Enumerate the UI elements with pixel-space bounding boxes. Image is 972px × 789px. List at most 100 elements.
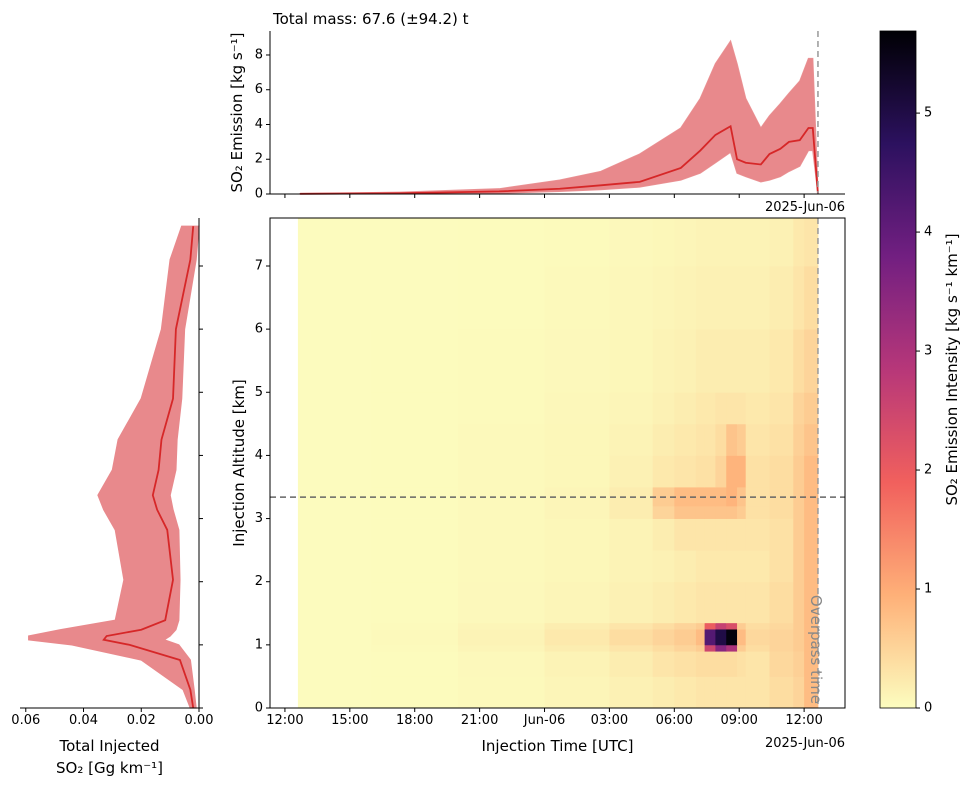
heatmap-cell [737,676,747,709]
x-tick-label: 21:00 [461,713,498,728]
heatmap-cell [804,455,819,488]
heatmap-cell [804,629,819,646]
heatmap-cell [457,423,545,456]
heatmap-cell [726,581,738,624]
heatmap-cell [804,651,819,677]
heatmap-cell [745,550,770,583]
heatmap-cell [609,518,654,551]
x-tick-label: 15:00 [331,713,368,728]
y-tick-label: 6 [255,322,263,337]
heatmap-cell [715,455,727,488]
x-axis-label: Total Injected [58,737,159,755]
heatmap-cell [371,392,459,425]
heatmap-cell [544,644,610,652]
heatmap-cell [704,629,716,646]
heatmap-cell [652,629,675,646]
heatmap-cell [804,581,819,624]
heatmap-cell [704,329,716,393]
heatmap-cell [737,505,747,519]
heatmap-cell [695,644,706,652]
heatmap-cell [609,644,654,652]
heatmap-cell [704,644,716,652]
heatmap-cell [652,218,675,267]
heatmap-cell [804,423,819,456]
heatmap-cell [745,505,770,519]
heatmap-cell [297,265,372,330]
heatmap-cell [674,581,697,624]
heatmap-cell [371,518,459,551]
heatmap-cell [674,518,697,551]
mean-line [300,124,819,195]
heatmap-cell [745,644,770,652]
heatmap-cell [737,265,747,330]
colorbar-tick-label: 0 [924,701,932,716]
heatmap-cell [674,218,697,267]
heatmap-cell [652,518,675,551]
y-axis-label: SO₂ Emission [kg s⁻¹] [228,32,246,192]
colorbar-label: SO₂ Emission Intensity [kg s⁻¹ km⁻¹] [943,233,961,505]
colorbar-tick-label: 1 [924,582,932,597]
heatmap-cell [726,329,738,393]
heatmap-cell [297,218,372,267]
y-tick-label: 8 [255,47,263,62]
heatmap-cell [695,423,706,456]
heatmap-cell [652,676,675,709]
heatmap-cell [695,629,706,646]
heatmap-cell [793,505,805,519]
heatmap-cell [769,505,794,519]
heatmap-cell [297,329,372,393]
heatmap-cell [804,329,819,393]
heatmap-cell [793,644,805,652]
heatmap-cell [726,644,738,652]
heatmap-cell [715,644,727,652]
heatmap-cell [704,518,716,551]
heatmap-cell [793,676,805,709]
heatmap-cell [544,622,610,630]
y-axis-label: Injection Altitude [km] [230,379,248,546]
heatmap-cell [793,486,805,507]
heatmap-cell [737,622,747,630]
heatmap-cell [726,622,738,630]
heatmap-cell [544,581,610,624]
heatmap-cell [745,265,770,330]
heatmap-cell [371,329,459,393]
heatmap-cell [715,581,727,624]
heatmap-cell [457,518,545,551]
heatmap-cell [544,518,610,551]
heatmap-cell [371,644,459,652]
heatmap-cell [737,218,747,267]
heatmap-cell [769,518,794,551]
heatmap-cell [745,329,770,393]
heatmap-cell [371,622,459,630]
heatmap-cell [457,622,545,630]
heatmap-cell [704,423,716,456]
overpass-annotation: Overpass time [807,595,825,704]
heatmap-cell [297,629,372,646]
y-tick-label: 2 [255,574,263,589]
heatmap-cell [726,423,738,456]
heatmap-cell [804,644,819,652]
heatmap-cell [769,392,794,425]
heatmap-cell [704,505,716,519]
heatmap-cell [544,423,610,456]
heatmap-cell [652,651,675,677]
heatmap-cell [704,218,716,267]
heatmap-cell [769,622,794,630]
heatmap-cell [715,329,727,393]
y-tick-label: 3 [255,511,263,526]
x-tick-label: Jun-06 [523,713,566,728]
heatmap-cell [804,218,819,267]
heatmap-cell [371,505,459,519]
heatmap-cell [726,676,738,709]
x-offset-label: 2025-Jun-06 [765,736,845,751]
heatmap-cell [737,518,747,551]
heatmap-cell [804,676,819,709]
x-tick-label: 0.02 [127,713,156,728]
heatmap-cell [804,622,819,630]
x-tick-label: 12:00 [266,713,303,728]
heatmap-cell [544,676,610,709]
colorbar-tick-label: 2 [924,463,932,478]
heatmap-cell [769,265,794,330]
heatmap-cell [674,392,697,425]
heatmap-cell [726,265,738,330]
